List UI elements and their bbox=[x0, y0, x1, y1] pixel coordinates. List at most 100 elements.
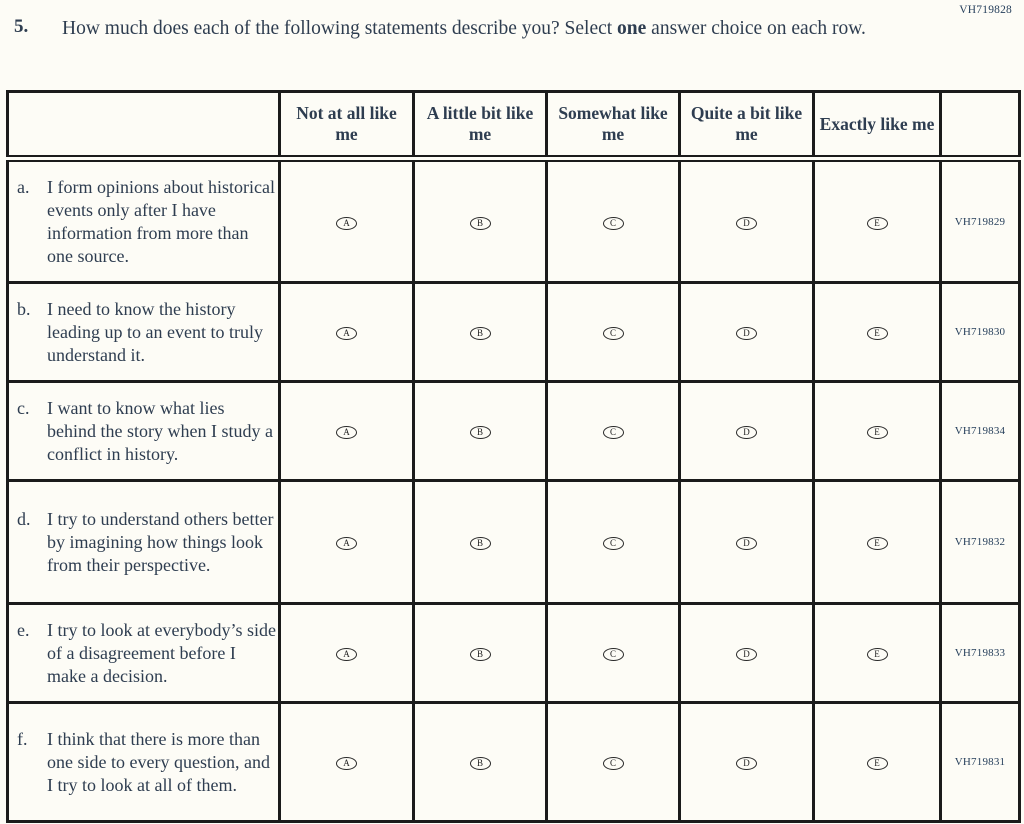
bubble-option-b[interactable]: B bbox=[469, 648, 491, 661]
question-block: 5. How much does each of the following s… bbox=[14, 16, 994, 42]
header-quite-a-bit: Quite a bit like me bbox=[678, 90, 815, 162]
bubble-option-a[interactable]: A bbox=[336, 216, 357, 230]
option-cell: E bbox=[812, 602, 942, 704]
option-cell: B bbox=[412, 701, 548, 823]
header-somewhat: Somewhat like me bbox=[545, 90, 681, 162]
question-text-bold: one bbox=[617, 18, 647, 39]
bubble-option-d[interactable]: D bbox=[736, 648, 757, 661]
bubble-option-d[interactable]: D bbox=[736, 537, 757, 550]
statement-cell: b. I need to know the history leading up… bbox=[6, 281, 281, 383]
statement-cell: c. I want to know what lies behind the s… bbox=[6, 380, 281, 482]
bubble-option-e[interactable]: E bbox=[866, 327, 888, 340]
table-row-f: f. I think that there is more than one s… bbox=[6, 701, 1021, 823]
bubble-option-c[interactable]: C bbox=[602, 757, 624, 770]
row-code: VH719830 bbox=[939, 281, 1021, 383]
option-cell: A bbox=[278, 157, 415, 284]
row-statement: I think that there is more than one side… bbox=[47, 728, 270, 795]
bubble-option-e[interactable]: E bbox=[866, 216, 888, 230]
row-code: VH719832 bbox=[939, 479, 1021, 605]
row-letter: f. bbox=[17, 728, 28, 749]
option-cell: A bbox=[278, 701, 415, 823]
row-code: VH719831 bbox=[939, 701, 1021, 823]
bubble-option-e[interactable]: E bbox=[866, 537, 888, 550]
question-number: 5. bbox=[14, 16, 29, 37]
row-letter: a. bbox=[17, 176, 30, 197]
header-row: Not at all like me A little bit like me … bbox=[6, 90, 1021, 162]
statement-cell: a. I form opinions about historical even… bbox=[6, 157, 281, 284]
bubble-option-a[interactable]: A bbox=[336, 537, 357, 550]
bubble-option-e[interactable]: E bbox=[866, 426, 888, 439]
page-accession-code: VH719828 bbox=[959, 4, 1012, 16]
bubble-option-c[interactable]: C bbox=[602, 216, 624, 230]
table-row-c: c. I want to know what lies behind the s… bbox=[6, 380, 1021, 482]
bubble-option-b[interactable]: B bbox=[469, 327, 491, 340]
bubble-option-c[interactable]: C bbox=[602, 426, 624, 439]
likert-table: Not at all like me A little bit like me … bbox=[6, 90, 1021, 823]
bubble-option-c[interactable]: C bbox=[602, 648, 624, 661]
option-cell: C bbox=[545, 701, 681, 823]
option-cell: B bbox=[412, 157, 548, 284]
bubble-option-d[interactable]: D bbox=[736, 757, 757, 770]
option-cell: A bbox=[278, 281, 415, 383]
bubble-option-d[interactable]: D bbox=[736, 426, 757, 439]
statement-cell: d. I try to understand others better by … bbox=[6, 479, 281, 605]
header-exactly-like: Exactly like me bbox=[812, 90, 942, 162]
option-cell: B bbox=[412, 281, 548, 383]
option-cell: D bbox=[678, 380, 815, 482]
bubble-option-b[interactable]: B bbox=[469, 537, 491, 550]
option-cell: D bbox=[678, 281, 815, 383]
bubble-option-d[interactable]: D bbox=[736, 216, 757, 230]
bubble-option-a[interactable]: A bbox=[336, 327, 357, 340]
option-cell: E bbox=[812, 701, 942, 823]
row-statement: I form opinions about historical events … bbox=[47, 176, 275, 266]
option-cell: C bbox=[545, 602, 681, 704]
option-cell: C bbox=[545, 157, 681, 284]
table-row-a: a. I form opinions about historical even… bbox=[6, 157, 1021, 284]
option-cell: D bbox=[678, 602, 815, 704]
table-row-b: b. I need to know the history leading up… bbox=[6, 281, 1021, 383]
row-letter: b. bbox=[17, 298, 31, 319]
question-text-pre: How much does each of the following stat… bbox=[62, 18, 618, 39]
bubble-option-d[interactable]: D bbox=[736, 327, 757, 340]
bubble-option-b[interactable]: B bbox=[469, 757, 491, 770]
option-cell: D bbox=[678, 479, 815, 605]
bubble-option-a[interactable]: A bbox=[336, 426, 357, 439]
row-code: VH719834 bbox=[939, 380, 1021, 482]
bubble-option-c[interactable]: C bbox=[602, 327, 624, 340]
bubble-option-a[interactable]: A bbox=[336, 648, 357, 661]
bubble-option-b[interactable]: B bbox=[469, 426, 491, 439]
option-cell: A bbox=[278, 380, 415, 482]
row-letter: e. bbox=[17, 619, 30, 640]
table-row-e: e. I try to look at everybody’s side of … bbox=[6, 602, 1021, 704]
option-cell: C bbox=[545, 380, 681, 482]
row-code: VH719829 bbox=[939, 157, 1021, 284]
option-cell: D bbox=[678, 157, 815, 284]
option-cell: E bbox=[812, 157, 942, 284]
statement-cell: f. I think that there is more than one s… bbox=[6, 701, 281, 823]
option-cell: D bbox=[678, 701, 815, 823]
row-code: VH719833 bbox=[939, 602, 1021, 704]
statement-cell: e. I try to look at everybody’s side of … bbox=[6, 602, 281, 704]
bubble-option-a[interactable]: A bbox=[336, 757, 357, 770]
option-cell: B bbox=[412, 479, 548, 605]
option-cell: A bbox=[278, 602, 415, 704]
option-cell: C bbox=[545, 479, 681, 605]
row-letter: d. bbox=[17, 508, 31, 529]
question-text: How much does each of the following stat… bbox=[62, 16, 866, 42]
bubble-option-e[interactable]: E bbox=[866, 757, 888, 770]
bubble-option-c[interactable]: C bbox=[602, 537, 624, 550]
header-code-blank bbox=[939, 90, 1021, 162]
option-cell: E bbox=[812, 479, 942, 605]
option-cell: B bbox=[412, 602, 548, 704]
row-letter: c. bbox=[17, 397, 30, 418]
option-cell: C bbox=[545, 281, 681, 383]
option-cell: A bbox=[278, 479, 415, 605]
header-not-at-all: Not at all like me bbox=[278, 90, 415, 162]
row-statement: I try to look at everybody’s side of a d… bbox=[47, 619, 276, 686]
bubble-option-b[interactable]: B bbox=[469, 216, 491, 230]
header-a-little-bit: A little bit like me bbox=[412, 90, 548, 162]
option-cell: E bbox=[812, 380, 942, 482]
row-statement: I want to know what lies behind the stor… bbox=[47, 397, 273, 464]
bubble-option-e[interactable]: E bbox=[866, 648, 888, 661]
